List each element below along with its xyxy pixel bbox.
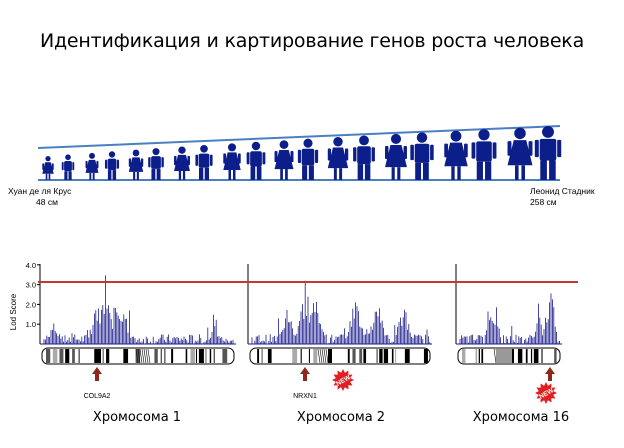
chromosome-ideogram: [457, 347, 561, 365]
lod-ylabel: Lod Score: [9, 293, 18, 330]
male-figure-icon: [410, 132, 434, 180]
top-slope-line: [37, 125, 561, 149]
male-figure-icon: [353, 135, 375, 180]
female-figure-icon: [223, 143, 241, 180]
male-figure-icon: [297, 138, 319, 180]
female-figure-icon: [327, 137, 349, 180]
gene-marker-arrow-icon: [545, 367, 555, 381]
ytick-label: 1.0: [26, 320, 36, 329]
male-figure-icon: [195, 144, 213, 180]
female-figure-icon: [174, 146, 190, 180]
male-figure-icon: [104, 151, 120, 180]
chromosome-1-label: Хромосома 1: [92, 410, 182, 425]
ytick-label: 3.0: [26, 281, 36, 290]
male-figure-icon: [471, 129, 497, 180]
new-badge-icon: NEW: [535, 382, 557, 404]
lod-panels: COL9A2 NRXN1 NEW NEW: [37, 264, 562, 404]
gene-label: COL9A2: [84, 393, 111, 400]
left-person-height: 48 см: [36, 197, 58, 207]
male-figure-icon: [246, 141, 266, 180]
new-badge-icon: NEW: [332, 369, 354, 391]
right-person-label: Леонид Стадник 258 см: [530, 186, 595, 208]
chromosome-ideogram: [41, 347, 235, 365]
lod-panel-1: COL9A2: [37, 264, 236, 400]
ytick-label: 2.0: [26, 300, 36, 309]
gene-label: NRXN1: [293, 393, 317, 400]
female-figure-icon: [444, 130, 468, 180]
left-person-name: Хуан де ля Крус: [8, 186, 72, 196]
female-figure-icon: [507, 127, 533, 180]
right-person-height: 258 см: [530, 197, 557, 207]
female-figure-icon: [85, 152, 99, 180]
female-figure-icon: [274, 140, 294, 180]
slide-title: Идентификация и картирование генов роста…: [39, 30, 585, 52]
male-figure-icon: [61, 154, 75, 180]
gene-marker-arrow-icon: [300, 367, 310, 381]
lod-yticks: 4.0 3.0 2.0 1.0: [26, 261, 36, 329]
people-figures: [42, 126, 562, 180]
chromosome-16-label: Хромосома 16: [472, 410, 570, 425]
female-figure-icon: [128, 149, 144, 180]
female-figure-icon: [42, 156, 54, 180]
female-figure-icon: [385, 133, 407, 180]
ytick-label: 4.0: [26, 261, 36, 270]
left-person-label: Хуан де ля Крус 48 см: [8, 186, 71, 208]
lod-panel-3: NEW: [455, 264, 562, 404]
male-figure-icon: [534, 126, 562, 180]
gene-marker-arrow-icon: [92, 367, 102, 381]
chromosome-ideogram: [249, 347, 431, 365]
male-figure-icon: [148, 148, 164, 180]
lod-panel-2: NRXN1 NEW: [247, 264, 432, 400]
right-person-name: Леонид Стадник: [530, 186, 595, 196]
chromosome-2-label: Хромосома 2: [296, 410, 386, 425]
